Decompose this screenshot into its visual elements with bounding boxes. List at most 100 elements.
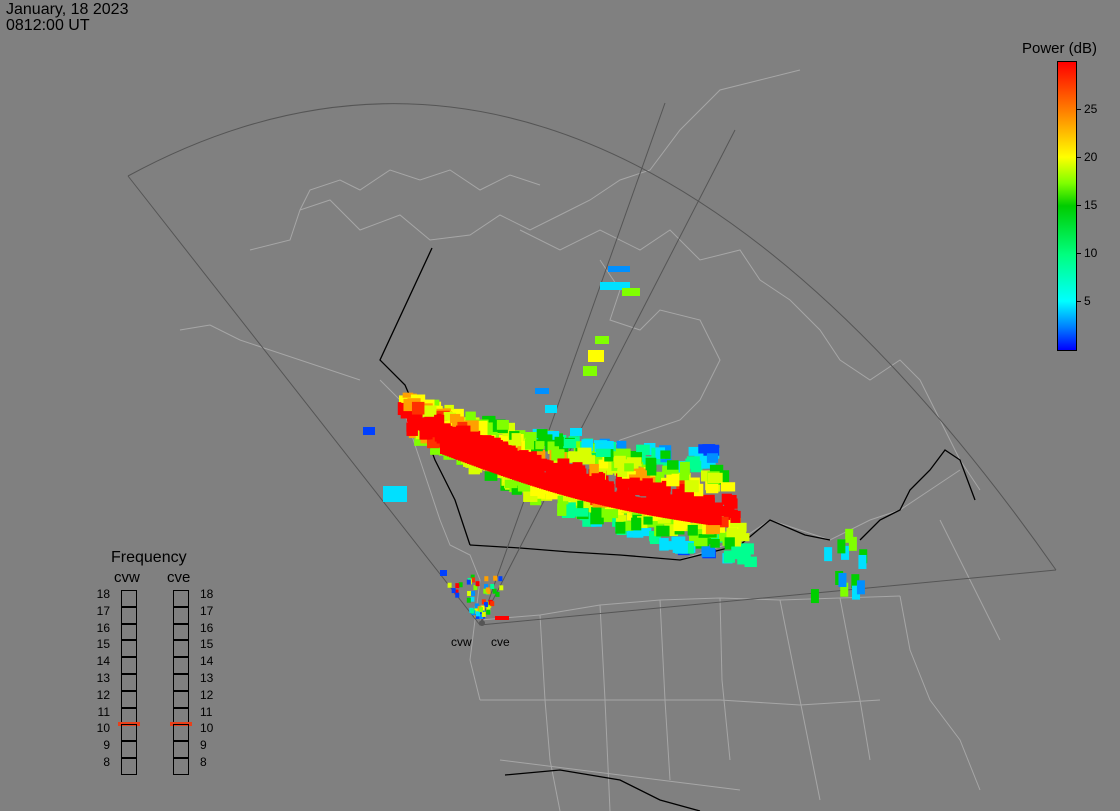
echo-cell bbox=[484, 576, 489, 582]
echo-cell bbox=[623, 521, 634, 531]
echo-cell bbox=[483, 602, 488, 608]
echo-cell bbox=[848, 536, 857, 551]
frequency-cell bbox=[121, 640, 137, 658]
echo-cell bbox=[383, 486, 407, 502]
colorbar-tick bbox=[1076, 157, 1081, 158]
echo-cell bbox=[741, 543, 754, 555]
echo-cell bbox=[704, 444, 720, 456]
echo-cell bbox=[503, 422, 516, 435]
echo-cell bbox=[493, 575, 498, 581]
echo-cell bbox=[598, 459, 609, 469]
echo-cell bbox=[709, 464, 724, 474]
echo-cell bbox=[649, 482, 663, 493]
echo-cell bbox=[466, 579, 471, 585]
frequency-cell bbox=[121, 590, 137, 607]
echo-cell bbox=[474, 606, 479, 612]
frequency-column-cvw: cvw bbox=[114, 569, 140, 586]
echo-cell bbox=[586, 476, 597, 488]
echo-cell bbox=[649, 530, 659, 542]
frequency-level-label: 18 bbox=[200, 587, 214, 601]
border-lines bbox=[379, 247, 976, 811]
echo-cell bbox=[563, 502, 576, 512]
colorbar-tick bbox=[1076, 253, 1081, 254]
echo-cell bbox=[705, 522, 720, 535]
echo-cell bbox=[705, 481, 719, 494]
echo-cell bbox=[851, 574, 860, 589]
echo-cell bbox=[554, 436, 564, 447]
echo-cell bbox=[858, 554, 867, 569]
echo-cell bbox=[617, 485, 629, 498]
echo-cell bbox=[615, 478, 631, 488]
colorbar-tick-label: 20 bbox=[1084, 150, 1098, 164]
echo-cell bbox=[551, 449, 565, 461]
frequency-level-label: 11 bbox=[200, 704, 213, 719]
echo-cell bbox=[615, 521, 626, 534]
echo-cell bbox=[622, 288, 640, 296]
echo-cell bbox=[810, 589, 819, 604]
echo-cell bbox=[443, 425, 459, 436]
echo-cell bbox=[685, 458, 697, 469]
echo-cell bbox=[667, 469, 678, 479]
echo-cell bbox=[563, 438, 577, 449]
echo-cell bbox=[440, 570, 447, 576]
frequency-level-label: 9 bbox=[200, 738, 207, 753]
echo-cell bbox=[486, 606, 491, 612]
frequency-cell bbox=[173, 741, 189, 758]
echo-cell bbox=[533, 458, 548, 471]
frequency-level-label: 10 bbox=[200, 721, 214, 736]
echo-cell bbox=[666, 476, 679, 486]
echo-cell bbox=[856, 580, 865, 595]
echo-cell bbox=[735, 528, 747, 540]
echo-cell bbox=[572, 462, 583, 473]
echo-cell bbox=[492, 588, 497, 594]
echo-cell bbox=[646, 463, 657, 476]
frequency-level-label: 13 bbox=[96, 671, 110, 685]
echo-cell bbox=[588, 350, 604, 362]
echo-cell bbox=[703, 497, 715, 507]
echo-cell bbox=[539, 434, 553, 443]
echo-cell bbox=[434, 414, 445, 427]
echo-cell bbox=[647, 474, 662, 487]
frequency-level-label: 12 bbox=[200, 687, 214, 702]
echo-cell bbox=[489, 444, 501, 455]
echo-cell bbox=[530, 483, 541, 496]
echo-cell bbox=[643, 516, 653, 525]
echo-cell bbox=[535, 388, 549, 394]
echo-cell bbox=[464, 427, 479, 438]
echo-cell bbox=[479, 435, 492, 446]
echo-cell bbox=[475, 581, 480, 587]
frequency-level-label: 9 bbox=[103, 738, 110, 753]
echo-cell bbox=[465, 420, 479, 432]
echo-cell bbox=[604, 441, 614, 451]
echo-cell bbox=[468, 462, 480, 475]
echo-cell bbox=[557, 503, 567, 516]
echo-cell bbox=[852, 585, 861, 600]
echo-cell bbox=[548, 462, 559, 471]
echo-cell bbox=[700, 470, 711, 482]
echo-cell bbox=[475, 613, 480, 619]
frequency-cell bbox=[121, 690, 137, 708]
echo-cell bbox=[595, 448, 611, 458]
echo-cell bbox=[631, 517, 642, 531]
echo-cell bbox=[710, 538, 720, 548]
echo-cell bbox=[500, 445, 512, 456]
echo-cell bbox=[363, 427, 375, 435]
echo-cell bbox=[656, 525, 670, 537]
echo-cell bbox=[731, 537, 742, 548]
echo-cell bbox=[419, 427, 431, 440]
radar-label-cve: cve bbox=[491, 635, 510, 649]
echo-cell bbox=[484, 584, 489, 590]
frequency-cell bbox=[173, 623, 189, 641]
echo-cell bbox=[447, 582, 452, 588]
echo-cell bbox=[626, 457, 642, 467]
frequency-cell bbox=[121, 657, 137, 674]
echo-cell bbox=[744, 556, 757, 568]
echo-cell bbox=[411, 401, 425, 415]
echo-cell bbox=[443, 411, 454, 421]
echo-cell bbox=[481, 599, 486, 605]
echo-cell bbox=[845, 528, 854, 543]
echo-cell bbox=[617, 461, 630, 472]
echo-cell bbox=[577, 447, 592, 459]
echo-cell bbox=[545, 405, 557, 413]
frequency-cell bbox=[121, 623, 137, 641]
